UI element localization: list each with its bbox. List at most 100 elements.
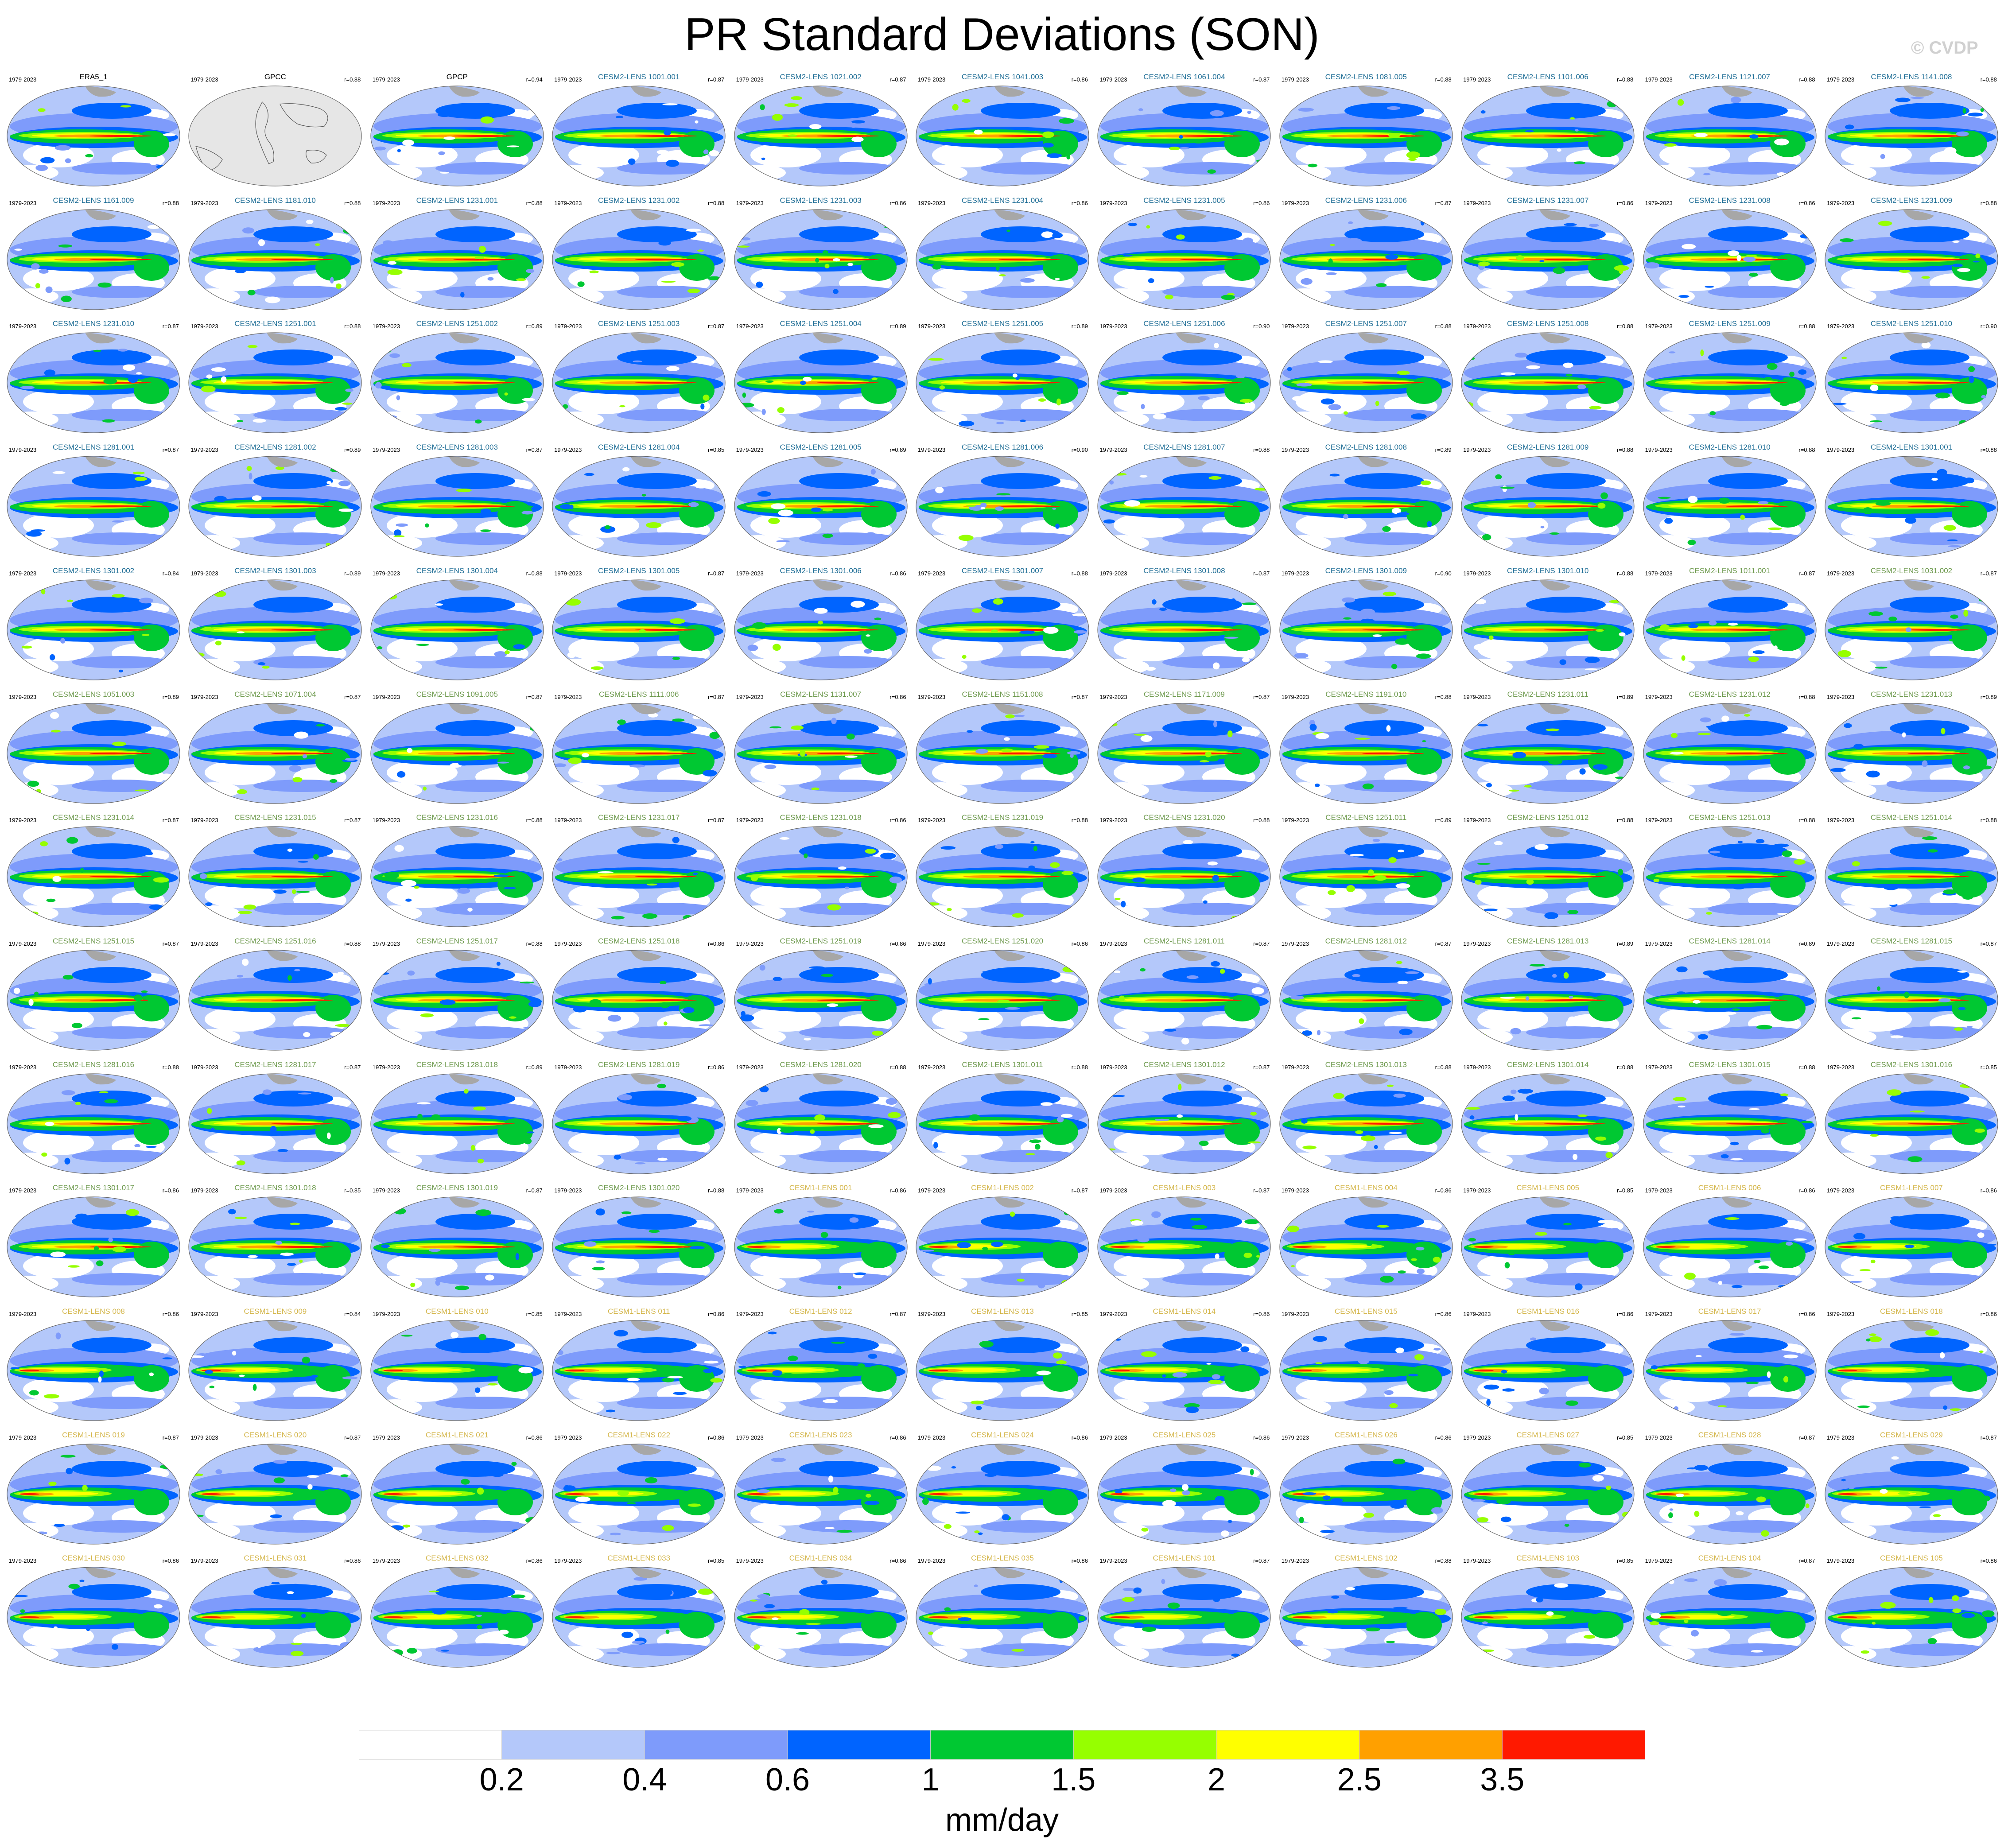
speckle	[1869, 1333, 1876, 1336]
speckle	[606, 1652, 621, 1654]
speckle	[1221, 1530, 1230, 1537]
map-border	[1825, 703, 1998, 804]
world-map	[1097, 826, 1271, 927]
panel-title: CESM2-LENS 1251.011	[1325, 813, 1407, 822]
speckle	[336, 1492, 347, 1499]
speckle	[1379, 478, 1389, 484]
speckle	[206, 374, 213, 379]
speckle	[518, 1367, 533, 1374]
speckle	[1223, 1084, 1232, 1091]
storm-track	[1526, 226, 1606, 242]
speckle	[1524, 784, 1532, 788]
storm-track	[435, 285, 533, 298]
map-border	[1097, 332, 1271, 433]
itcz-red	[383, 1493, 403, 1495]
dry-zone	[205, 266, 276, 291]
speckle	[1330, 1498, 1343, 1502]
panel-period: 1979-2023	[1827, 1557, 1855, 1565]
storm-track	[1526, 285, 1624, 298]
dry-zone	[1825, 165, 1876, 181]
panel-period: 1979-2023	[372, 76, 400, 83]
speckle	[922, 1498, 929, 1505]
speckle	[738, 1366, 746, 1368]
speckle	[1878, 221, 1892, 226]
dry-zone	[1659, 266, 1730, 291]
panel-period: 1979-2023	[190, 1187, 218, 1194]
itcz-red	[998, 1122, 1060, 1125]
spcz-green	[1770, 624, 1806, 651]
speckle	[1919, 1506, 1931, 1508]
speckle	[1559, 659, 1567, 665]
speckle	[1836, 542, 1850, 547]
storm-track	[1526, 532, 1624, 545]
spcz-green	[1224, 1612, 1260, 1639]
colorbar-bin	[1359, 1730, 1503, 1760]
panel-correlation: r=0.88	[162, 199, 179, 206]
map-border	[916, 456, 1089, 557]
panel-title: CESM2-LENS 1281.011	[1143, 936, 1225, 945]
dry-zone	[750, 1624, 821, 1649]
speckle	[1137, 1237, 1150, 1242]
speckle	[784, 103, 799, 107]
dry-zone	[1295, 1006, 1367, 1032]
world-map	[552, 1196, 726, 1297]
panel-period: 1979-2023	[1099, 817, 1127, 824]
speckle	[1213, 720, 1218, 727]
dry-zone	[386, 883, 458, 908]
storm-track	[1162, 1643, 1260, 1656]
storm-track	[1162, 1149, 1260, 1162]
storm-track	[981, 843, 1060, 860]
dry-zone	[189, 412, 241, 428]
speckle	[211, 367, 226, 372]
map-panel: 1979-2023 CESM2-LENS 1251.007 r=0.88	[1275, 316, 1457, 438]
dry-zone	[1825, 412, 1876, 428]
panel-period: 1979-2023	[1827, 940, 1855, 947]
map-panel: 1979-2023 CESM2-LENS 1231.006 r=0.87	[1275, 193, 1457, 315]
spcz-green	[679, 501, 715, 528]
panel-period: 1979-2023	[1645, 693, 1673, 700]
speckle	[1563, 1223, 1572, 1226]
speckle	[189, 1355, 205, 1358]
speckle	[1352, 974, 1360, 977]
speckle	[619, 405, 625, 408]
panel-period: 1979-2023	[554, 1064, 582, 1071]
speckle	[1948, 545, 1961, 547]
storm-track	[1890, 1643, 1987, 1656]
dry-zone	[1461, 658, 1513, 675]
speckle	[1061, 871, 1074, 875]
land-mask	[812, 1073, 843, 1084]
speckle	[989, 1384, 994, 1391]
storm-track	[253, 1149, 351, 1162]
speckle	[387, 260, 396, 265]
map-panel: 1979-2023 CESM2-LENS 1301.003 r=0.89	[184, 563, 366, 685]
storm-track	[981, 1149, 1078, 1162]
speckle	[521, 511, 534, 515]
dry-zone	[734, 1276, 786, 1292]
speckle	[661, 280, 676, 283]
world-map	[1825, 1196, 1998, 1297]
dry-zone	[1461, 1276, 1513, 1292]
world-map	[1097, 703, 1271, 804]
itcz-red	[453, 258, 515, 260]
spcz-green	[679, 254, 715, 281]
speckle	[1192, 1225, 1208, 1229]
speckle	[474, 1387, 481, 1393]
panel-title: CESM2-LENS 1251.015	[52, 936, 135, 945]
speckle	[384, 872, 399, 879]
panel-correlation: r=0.86	[1253, 199, 1270, 206]
spcz-green	[134, 1612, 169, 1639]
storm-track	[72, 103, 151, 119]
storm-track	[435, 532, 533, 545]
panel-period: 1979-2023	[1281, 1064, 1309, 1071]
speckle	[1243, 914, 1257, 920]
itcz-red	[929, 1616, 948, 1619]
dry-zone	[1477, 266, 1549, 291]
panel-correlation: r=0.86	[707, 1064, 725, 1071]
panel-title: CESM2-LENS 1301.011	[962, 1060, 1043, 1069]
speckle	[996, 422, 1004, 425]
speckle	[1928, 849, 1938, 853]
panel-correlation: r=0.88	[1798, 1064, 1815, 1071]
speckle	[384, 714, 393, 718]
dry-zone	[750, 883, 821, 908]
map-border	[1279, 209, 1453, 310]
